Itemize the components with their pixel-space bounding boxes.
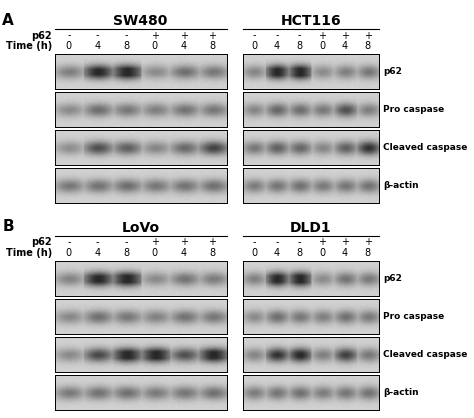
Text: 0: 0 xyxy=(251,248,257,258)
Text: 8: 8 xyxy=(123,248,129,258)
Text: DLD1: DLD1 xyxy=(290,221,332,235)
Text: +: + xyxy=(208,237,216,247)
Text: 0: 0 xyxy=(251,41,257,51)
Text: 4: 4 xyxy=(181,248,187,258)
Text: 8: 8 xyxy=(365,248,371,258)
Text: 0: 0 xyxy=(66,248,72,258)
Text: -: - xyxy=(96,31,99,41)
Text: +: + xyxy=(180,237,188,247)
Text: -: - xyxy=(125,237,128,247)
Text: HCT116: HCT116 xyxy=(281,14,341,28)
Text: LoVo: LoVo xyxy=(121,221,160,235)
Text: +: + xyxy=(180,31,188,41)
Text: SW480: SW480 xyxy=(113,14,168,28)
Text: B: B xyxy=(2,219,14,234)
Text: +: + xyxy=(364,31,372,41)
Text: Cleaved caspase: Cleaved caspase xyxy=(383,143,467,152)
Text: 8: 8 xyxy=(209,248,215,258)
Text: +: + xyxy=(151,237,159,247)
Text: +: + xyxy=(364,237,372,247)
Text: Time (h): Time (h) xyxy=(6,248,52,258)
Text: -: - xyxy=(125,31,128,41)
Text: p62: p62 xyxy=(31,237,52,247)
Text: Pro caspase: Pro caspase xyxy=(383,312,444,321)
Text: 4: 4 xyxy=(181,41,187,51)
Text: 4: 4 xyxy=(94,248,100,258)
Text: -: - xyxy=(298,31,301,41)
Text: p62: p62 xyxy=(383,274,402,283)
Text: Time (h): Time (h) xyxy=(6,41,52,51)
Text: -: - xyxy=(96,237,99,247)
Text: 8: 8 xyxy=(123,41,129,51)
Text: 4: 4 xyxy=(274,41,280,51)
Text: -: - xyxy=(67,31,71,41)
Text: 4: 4 xyxy=(342,248,348,258)
Text: -: - xyxy=(252,31,256,41)
Text: 4: 4 xyxy=(342,41,348,51)
Text: p62: p62 xyxy=(31,31,52,41)
Text: 0: 0 xyxy=(319,41,325,51)
Text: +: + xyxy=(319,237,326,247)
Text: -: - xyxy=(275,237,279,247)
Text: +: + xyxy=(341,31,349,41)
Text: p62: p62 xyxy=(383,67,402,76)
Text: -: - xyxy=(252,237,256,247)
Text: β-actin: β-actin xyxy=(383,388,419,397)
Text: 0: 0 xyxy=(66,41,72,51)
Text: 0: 0 xyxy=(152,248,158,258)
Text: 0: 0 xyxy=(152,41,158,51)
Text: Cleaved caspase: Cleaved caspase xyxy=(383,350,467,359)
Text: +: + xyxy=(208,31,216,41)
Text: 4: 4 xyxy=(94,41,100,51)
Text: β-actin: β-actin xyxy=(383,181,419,190)
Text: -: - xyxy=(67,237,71,247)
Text: 0: 0 xyxy=(319,248,325,258)
Text: 4: 4 xyxy=(274,248,280,258)
Text: 8: 8 xyxy=(297,248,302,258)
Text: -: - xyxy=(275,31,279,41)
Text: A: A xyxy=(2,13,14,28)
Text: Pro caspase: Pro caspase xyxy=(383,105,444,114)
Text: 8: 8 xyxy=(297,41,302,51)
Text: -: - xyxy=(298,237,301,247)
Text: 8: 8 xyxy=(365,41,371,51)
Text: +: + xyxy=(319,31,326,41)
Text: +: + xyxy=(341,237,349,247)
Text: 8: 8 xyxy=(209,41,215,51)
Text: +: + xyxy=(151,31,159,41)
